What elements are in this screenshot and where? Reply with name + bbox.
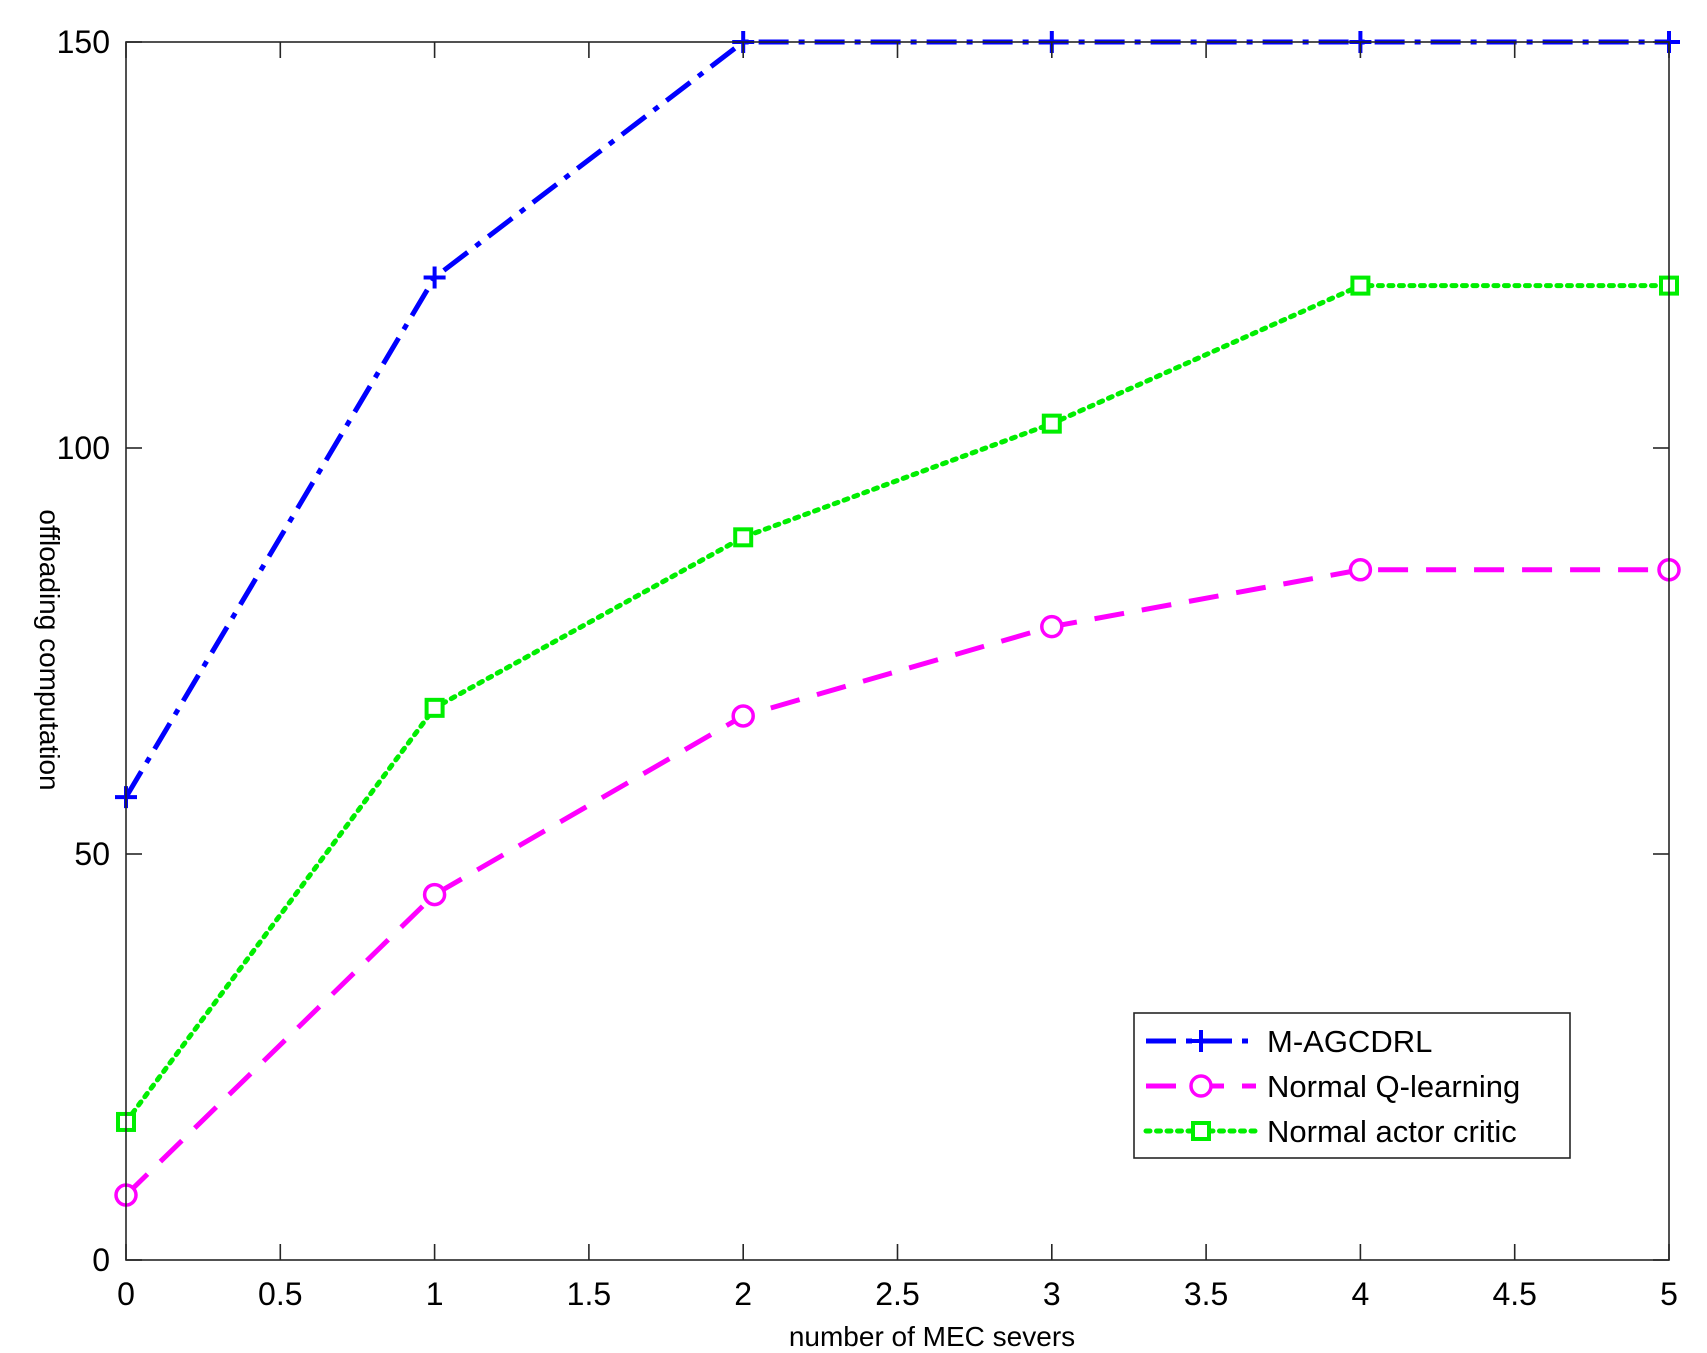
x-tick-label: 0 (117, 1276, 135, 1312)
x-tick-label: 4 (1352, 1276, 1370, 1312)
data-point (731, 704, 755, 728)
legend-marker (1190, 1030, 1212, 1052)
legend-label: Normal Q-learning (1267, 1069, 1520, 1104)
data-point (1348, 558, 1373, 582)
x-tick-label: 5 (1660, 1276, 1678, 1312)
legend-entry: Normal Q-learning (1146, 1069, 1520, 1104)
x-tick-label: 2 (734, 1276, 752, 1312)
x-tick-label: 2.5 (875, 1276, 919, 1312)
series-2 (114, 558, 1681, 1207)
legend-label: Normal actor critic (1267, 1114, 1517, 1149)
series-line (123, 283, 1672, 1125)
y-tick-label: 50 (74, 836, 110, 872)
legend-marker (1191, 1121, 1211, 1141)
y-tick-label: 150 (57, 24, 110, 60)
series-line (124, 567, 1669, 1197)
x-tick-label: 0.5 (258, 1276, 302, 1312)
legend-entry: M-AGCDRL (1146, 1024, 1432, 1059)
legend-label: M-AGCDRL (1267, 1024, 1432, 1059)
legend-entry: Normal actor critic (1143, 1114, 1517, 1149)
x-tick-label: 3 (1043, 1276, 1061, 1312)
data-point (423, 266, 446, 289)
data-point (422, 882, 447, 907)
data-point (1350, 275, 1371, 296)
x-tick-label: 1 (426, 1276, 444, 1312)
y-tick-label: 0 (92, 1242, 110, 1278)
data-point (1040, 614, 1064, 639)
x-tick-label: 4.5 (1492, 1276, 1536, 1312)
legend: M-AGCDRL Normal Q-learning Normal actor cr… (1133, 1012, 1571, 1159)
x-tick-label: 1.5 (567, 1276, 611, 1312)
y-axis-label: offloading computation (34, 509, 65, 790)
data-point (733, 527, 754, 548)
x-tick-label: 3.5 (1184, 1276, 1228, 1312)
y-tick-label: 100 (57, 430, 110, 466)
legend-marker (1189, 1074, 1213, 1098)
data-point (1041, 413, 1062, 434)
x-axis-label: number of MEC severs (789, 1321, 1075, 1352)
data-point (424, 697, 445, 718)
